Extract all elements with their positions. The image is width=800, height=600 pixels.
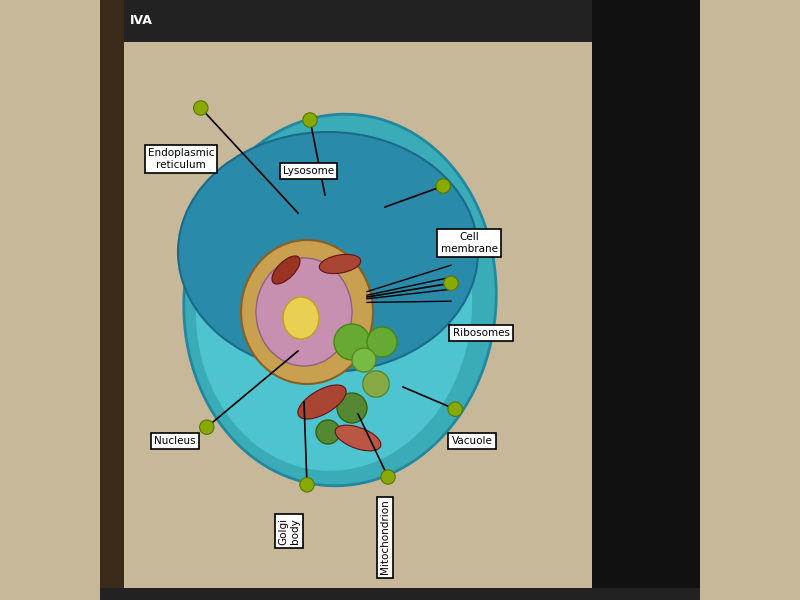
Ellipse shape [283,297,319,339]
Text: IVA: IVA [130,14,153,28]
Text: Ribosomes: Ribosomes [453,328,510,338]
Ellipse shape [367,327,397,357]
Text: Mitochondrion: Mitochondrion [380,500,390,574]
Ellipse shape [194,101,208,115]
Ellipse shape [184,114,496,486]
Ellipse shape [444,276,458,290]
Ellipse shape [448,402,462,416]
Ellipse shape [178,132,478,372]
Ellipse shape [200,420,214,434]
Ellipse shape [381,470,395,484]
Ellipse shape [241,240,373,384]
Ellipse shape [337,393,367,423]
Ellipse shape [334,324,370,360]
Ellipse shape [335,425,381,451]
Ellipse shape [363,371,390,397]
Text: Cell
membrane: Cell membrane [441,232,498,254]
Ellipse shape [298,385,346,419]
Text: Nucleus: Nucleus [154,436,196,446]
Ellipse shape [436,179,450,193]
Text: Vacuole: Vacuole [451,436,493,446]
Ellipse shape [316,420,340,444]
Text: Golgi
body: Golgi body [278,517,300,545]
Bar [100,0,700,42]
Ellipse shape [302,113,318,127]
Ellipse shape [352,348,376,372]
Ellipse shape [256,258,352,366]
Ellipse shape [300,478,314,492]
Ellipse shape [196,141,472,471]
Ellipse shape [272,256,300,284]
Ellipse shape [319,254,361,274]
Bar [100,588,700,600]
Bar [100,0,124,600]
Text: Endoplasmic
reticulum: Endoplasmic reticulum [148,148,214,170]
Text: Lysosome: Lysosome [283,166,334,176]
Bar [592,0,700,600]
